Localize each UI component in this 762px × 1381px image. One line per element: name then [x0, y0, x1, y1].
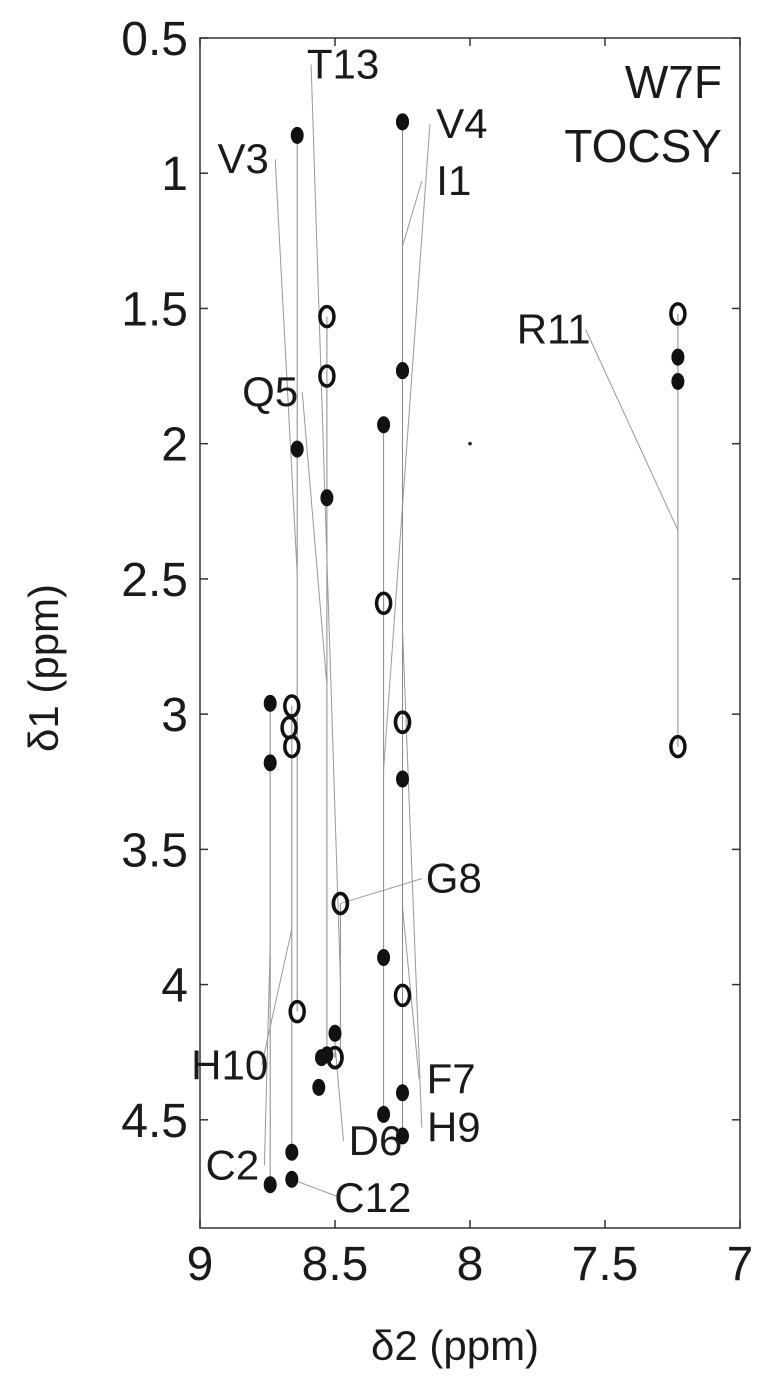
peak-contour-filled	[671, 372, 685, 390]
peak-contour-open	[669, 302, 687, 326]
peak-contour-filled	[377, 416, 391, 434]
peak-contour-filled	[377, 1105, 391, 1123]
peak-contour-open	[318, 364, 336, 388]
chart-title-line-1: W7F	[625, 56, 722, 108]
x-axis-label: δ2 (ppm)	[371, 1322, 539, 1369]
label-leader-line	[402, 180, 423, 247]
y-tick-label: 2	[161, 419, 188, 472]
plot-area-border	[199, 37, 741, 1229]
x-tick-label: 9	[187, 1238, 214, 1291]
peak-contour-filled	[377, 949, 391, 967]
label-leader-line	[340, 878, 422, 904]
plot-frame	[199, 37, 741, 1229]
peak-labels: C2 V3 V4 Q5 D6 F7 G8 H9 H10 I1 R11 C12 T13	[191, 41, 591, 1221]
spin-system-label: D6	[349, 1117, 403, 1164]
peak-dot	[468, 441, 472, 446]
label-leader-line	[585, 329, 679, 531]
axis-ticks: 9 8.5 8 7.5 7 0.5 1 1.5 2 2.5 3 3.5 4 4.5	[121, 13, 753, 1291]
peak-contour-open	[288, 999, 306, 1024]
spin-system-label: V4	[436, 100, 487, 147]
peak-contour-open	[318, 304, 336, 329]
x-tick-label: 7	[727, 1238, 754, 1291]
x-tick-label: 7.5	[572, 1238, 639, 1291]
spin-system-label: I1	[436, 157, 471, 204]
peak-contour-filled	[396, 362, 409, 380]
peak-contour-filled	[285, 1170, 299, 1188]
label-leader-line	[274, 159, 298, 574]
peak-contour-filled	[312, 1078, 326, 1096]
spin-system-label: H9	[427, 1103, 481, 1150]
peak-contour-filled	[396, 113, 409, 131]
peak-contour-filled	[263, 754, 277, 772]
peak-contour-open	[280, 715, 298, 740]
spin-system-label: V3	[218, 135, 269, 182]
peak-contour-filled	[396, 1084, 409, 1102]
label-leader-line	[383, 124, 431, 770]
spin-system-label: C2	[206, 1141, 260, 1188]
peak-contour-open	[669, 734, 687, 759]
spin-system-label: R11	[517, 306, 591, 353]
label-leader-line	[310, 64, 341, 981]
y-tick-label: 4.5	[121, 1095, 188, 1148]
peak-contour-filled	[263, 1176, 277, 1194]
y-tick-label: 1	[161, 148, 188, 201]
y-tick-label: 0.5	[121, 13, 188, 66]
peak-contour-filled	[290, 126, 304, 144]
label-leader-line	[263, 944, 271, 1166]
label-leader-line	[261, 929, 293, 1066]
y-tick-label: 4	[161, 960, 188, 1013]
peak-contour-filled	[315, 1049, 328, 1067]
x-tick-label: 8	[457, 1238, 484, 1291]
peak-contour-filled	[396, 770, 409, 788]
peak-contour-open	[374, 591, 393, 615]
peak-contour-filled	[285, 1143, 299, 1161]
peak-contour-open	[393, 710, 412, 734]
y-tick-label: 3.5	[121, 824, 188, 877]
peak-contour-filled	[320, 489, 334, 507]
peak-contour-open	[331, 891, 350, 916]
label-leader-line	[402, 628, 423, 1128]
label-leader-line	[301, 391, 328, 686]
chart-title-line-2: TOCSY	[564, 120, 722, 172]
peak-contour-filled	[396, 1127, 409, 1145]
spin-system-label: C12	[334, 1174, 411, 1221]
peak-contour-open	[393, 983, 412, 1008]
peak-contour-filled	[671, 348, 685, 366]
spin-system-label: T13	[307, 41, 379, 88]
label-leader-line	[291, 1178, 341, 1199]
spin-system-label: F7	[427, 1055, 476, 1102]
spin-system-label: H10	[191, 1041, 268, 1088]
y-tick-label: 2.5	[121, 554, 188, 607]
peak-marks	[263, 113, 687, 1194]
y-tick-label: 3	[161, 689, 188, 742]
label-leader-line	[334, 1045, 344, 1142]
y-axis-label: δ1 (ppm)	[20, 584, 67, 752]
spin-system-label: Q5	[242, 368, 298, 415]
peak-contour-open	[283, 694, 301, 718]
peak-contour-filled	[263, 694, 277, 712]
peak-contour-filled	[290, 440, 304, 458]
y-tick-label: 1.5	[121, 283, 188, 336]
connector-lines	[261, 64, 679, 1199]
spin-system-label: G8	[426, 855, 482, 902]
peak-contour-filled	[328, 1024, 342, 1042]
x-tick-label: 8.5	[302, 1238, 369, 1291]
